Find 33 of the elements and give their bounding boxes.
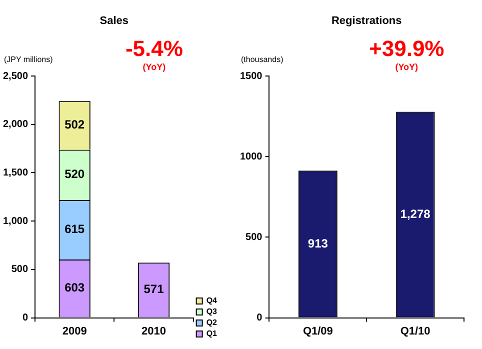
data-label: 1,278 <box>400 206 431 221</box>
y-tick-label: 2,500 <box>2 70 28 82</box>
y-tick-label: 1000 <box>240 151 263 162</box>
y-tick-label: 0 <box>22 312 28 324</box>
legend-label: Q1 <box>206 329 218 338</box>
x-tick-label: Q1/10 <box>400 325 430 338</box>
y-axis-title: (thousands) <box>241 55 284 64</box>
text: +39.9% <box>369 36 444 61</box>
y-tick-label: 1,000 <box>2 216 28 227</box>
x-tick-label: Q1/09 <box>302 325 333 338</box>
data-label: 603 <box>64 280 85 295</box>
y-tick-label: 2,000 <box>2 119 28 130</box>
y-tick-label: 1500 <box>240 70 263 82</box>
legend-label: Q4 <box>206 296 218 306</box>
text: -5.4% <box>125 36 183 61</box>
y-tick-label: 500 <box>11 264 28 276</box>
y-tick-label: 500 <box>246 232 263 243</box>
y-tick-label: 1,500 <box>2 167 28 178</box>
chart-title: Sales <box>100 15 129 27</box>
legend-label: Q2 <box>206 318 218 328</box>
data-label: 520 <box>64 167 85 182</box>
y-tick-label: 0 <box>256 312 263 324</box>
x-tick-label: 2010 <box>142 325 166 338</box>
text: (YoY) <box>395 62 418 72</box>
data-label: 913 <box>308 236 328 250</box>
legend-label: Q3 <box>206 307 218 316</box>
text: (YoY) <box>142 62 166 72</box>
x-tick-label: 2009 <box>62 325 87 338</box>
chart-title: Registrations <box>331 15 402 27</box>
data-label: 615 <box>64 222 85 236</box>
y-axis-title: (JPY millions) <box>4 55 54 64</box>
data-label: 502 <box>64 118 85 132</box>
data-label: 571 <box>144 282 164 296</box>
